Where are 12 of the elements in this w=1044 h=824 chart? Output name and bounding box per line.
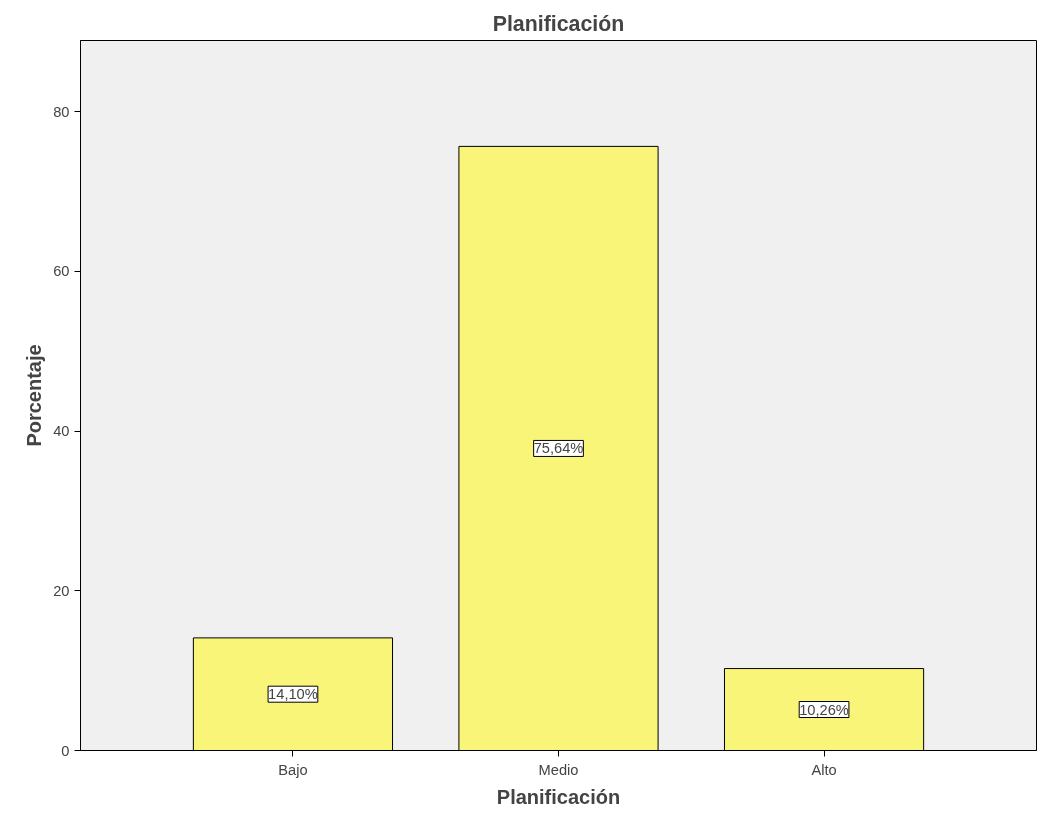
x-tick-label: Medio	[538, 761, 579, 778]
x-tick-label: Bajo	[278, 761, 308, 778]
y-axis-title: Porcentaje	[23, 344, 46, 447]
chart-title: Planificación	[492, 11, 625, 36]
x-tick-label: Alto	[811, 761, 837, 778]
y-tick-label: 80	[53, 103, 70, 120]
y-tick-label: 60	[53, 263, 70, 280]
x-axis-title: Planificación	[496, 785, 621, 808]
data-label: 75,64%	[533, 440, 584, 457]
y-tick-label: 0	[61, 742, 70, 759]
y-tick-label: 40	[53, 423, 70, 440]
y-tick-label: 20	[53, 582, 70, 599]
